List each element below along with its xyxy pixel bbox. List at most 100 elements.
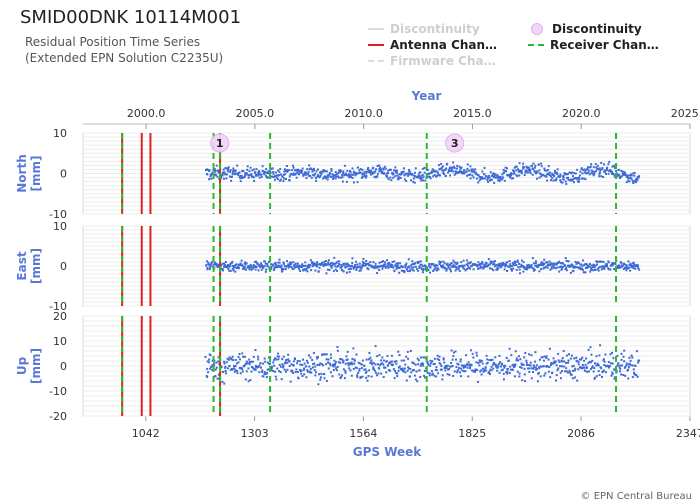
data-point xyxy=(455,171,458,174)
data-point xyxy=(509,365,512,368)
data-point xyxy=(236,372,239,375)
data-point xyxy=(511,169,514,172)
data-point xyxy=(414,175,417,178)
data-point xyxy=(490,178,493,181)
data-point xyxy=(587,265,590,268)
data-point xyxy=(452,264,455,267)
data-point xyxy=(294,266,297,269)
data-point xyxy=(321,364,324,367)
data-point xyxy=(631,376,634,379)
data-point xyxy=(519,170,522,173)
data-point xyxy=(412,369,415,372)
data-point xyxy=(549,263,552,266)
legend-item-antenna-change[interactable]: Antenna Chan… xyxy=(368,38,497,52)
data-point xyxy=(506,261,509,264)
data-point xyxy=(464,269,467,272)
data-point xyxy=(392,176,395,179)
data-point xyxy=(414,262,417,265)
data-point xyxy=(290,363,293,366)
data-point xyxy=(214,375,217,378)
data-point xyxy=(306,370,309,373)
data-point xyxy=(426,362,429,365)
data-point xyxy=(232,169,235,172)
data-point xyxy=(434,263,437,266)
data-point xyxy=(436,171,439,174)
data-point xyxy=(393,175,396,178)
data-point xyxy=(265,268,268,271)
data-point xyxy=(582,169,585,172)
data-point xyxy=(558,270,561,273)
data-point xyxy=(212,362,215,365)
data-point xyxy=(245,262,248,265)
data-point xyxy=(215,361,218,364)
data-point xyxy=(360,176,363,179)
data-point xyxy=(254,268,257,271)
data-point xyxy=(362,173,365,176)
data-point xyxy=(348,270,351,273)
data-point xyxy=(567,361,570,364)
data-point xyxy=(508,260,511,263)
data-point xyxy=(622,173,625,176)
data-point xyxy=(538,366,541,369)
data-point xyxy=(574,265,577,268)
data-point xyxy=(511,261,514,264)
data-point xyxy=(520,259,523,262)
data-point xyxy=(503,262,506,265)
data-point xyxy=(591,170,594,173)
data-point xyxy=(326,174,329,177)
data-point xyxy=(209,367,212,370)
data-point xyxy=(390,354,393,357)
data-point xyxy=(382,376,385,379)
data-point xyxy=(623,266,626,269)
data-point xyxy=(217,171,220,174)
data-point xyxy=(548,366,551,369)
data-point xyxy=(526,364,529,367)
data-point xyxy=(419,356,422,359)
data-point xyxy=(533,360,536,363)
data-point xyxy=(468,367,471,370)
data-point xyxy=(572,369,575,372)
data-point xyxy=(380,372,383,375)
data-point xyxy=(247,176,250,179)
data-point xyxy=(208,263,211,266)
data-point xyxy=(273,262,276,265)
data-point xyxy=(225,177,228,180)
data-point xyxy=(581,264,584,267)
data-point xyxy=(579,170,582,173)
data-point xyxy=(373,171,376,174)
data-point xyxy=(565,176,568,179)
data-point xyxy=(240,175,243,178)
bottom-axis-title: GPS Week xyxy=(353,445,423,459)
data-point xyxy=(265,168,268,171)
data-point xyxy=(628,174,631,177)
legend-item-firmware-change[interactable]: Firmware Cha… xyxy=(368,54,496,68)
y-tick-label: -20 xyxy=(49,410,67,423)
legend-item-discontinuity-line[interactable]: Discontinuity xyxy=(368,22,480,36)
data-point xyxy=(349,369,352,372)
data-point xyxy=(433,357,436,360)
data-point xyxy=(266,262,269,265)
data-point xyxy=(498,354,501,357)
data-point xyxy=(422,268,425,271)
data-point xyxy=(395,362,398,365)
legend-item-receiver-change[interactable]: Receiver Chan… xyxy=(528,38,659,52)
data-point xyxy=(586,264,589,267)
data-point xyxy=(564,268,567,271)
legend[interactable]: Discontinuity Discontinuity Antenna Chan… xyxy=(368,22,688,70)
data-point xyxy=(374,363,377,366)
data-point xyxy=(227,264,230,267)
data-point xyxy=(402,170,405,173)
data-point xyxy=(290,266,293,269)
legend-item-discontinuity-dot[interactable]: Discontinuity xyxy=(528,22,642,36)
data-point xyxy=(444,369,447,372)
chart-title: SMID00DNK 10114M001 xyxy=(20,7,242,28)
data-point xyxy=(339,170,342,173)
data-point xyxy=(261,369,264,372)
data-point xyxy=(450,170,453,173)
data-point xyxy=(587,348,590,351)
data-point xyxy=(456,371,459,374)
data-point xyxy=(407,366,410,369)
data-point xyxy=(548,173,551,176)
data-point xyxy=(440,166,443,169)
data-point xyxy=(546,179,549,182)
